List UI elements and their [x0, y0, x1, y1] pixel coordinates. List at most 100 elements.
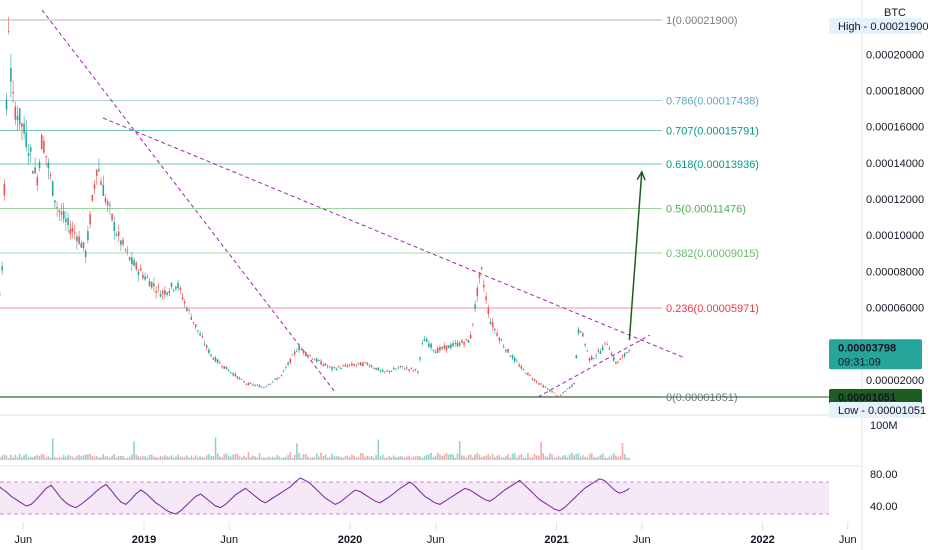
- volume-bar: [430, 452, 432, 460]
- candle-body: [425, 339, 428, 342]
- volume-bar: [399, 456, 402, 460]
- volume-bar: [529, 457, 531, 460]
- candle-body: [331, 367, 333, 370]
- candle-body: [98, 169, 100, 172]
- volume-bar: [441, 456, 443, 460]
- volume-bar: [364, 456, 366, 460]
- volume-bar: [500, 457, 503, 460]
- volume-bar: [304, 453, 307, 460]
- volume-bar: [392, 455, 395, 460]
- volume-bar: [67, 455, 69, 460]
- volume-bar: [91, 455, 94, 460]
- volume-bar: [582, 455, 584, 460]
- volume-bar: [535, 455, 538, 460]
- volume-bar: [518, 455, 520, 460]
- candle-body: [487, 308, 490, 314]
- candle-body: [549, 389, 551, 392]
- volume-bar: [219, 456, 221, 460]
- candle-body: [45, 155, 47, 158]
- candle-body: [285, 367, 287, 368]
- volume-bar: [560, 457, 562, 460]
- candle-body: [623, 353, 626, 357]
- candle-body: [626, 352, 628, 353]
- volume-bar: [540, 441, 542, 460]
- volume-bar: [73, 457, 76, 460]
- volume-bar: [157, 457, 160, 460]
- date-tick: Jun: [427, 534, 445, 546]
- candle-body: [445, 345, 448, 351]
- volume-bar: [76, 455, 78, 460]
- volume-bar: [210, 456, 212, 460]
- candle-body: [298, 346, 300, 351]
- volume-bar: [445, 452, 448, 460]
- candle-body: [474, 304, 476, 310]
- volume-bar: [359, 453, 362, 460]
- candle-body: [293, 351, 296, 355]
- fib-label: 0.618(0.00013936): [666, 159, 759, 171]
- volume-bar: [362, 453, 364, 460]
- candle-body: [604, 342, 606, 344]
- volume-bar: [516, 457, 518, 460]
- candle-body: [494, 329, 496, 330]
- candle-body: [49, 174, 52, 177]
- volume-bar: [137, 456, 140, 460]
- candle-body: [456, 342, 459, 347]
- volume-bar: [170, 455, 173, 460]
- fib-label: 0.382(0.00009015): [666, 248, 759, 260]
- candle-body: [177, 282, 179, 288]
- candle-body: [133, 260, 135, 266]
- candle-body: [238, 377, 241, 379]
- volume-bar: [27, 457, 30, 460]
- candle-body: [269, 383, 272, 385]
- candle-body: [93, 184, 96, 189]
- volume-bar: [421, 457, 424, 460]
- candle-body: [216, 359, 219, 363]
- candle-body: [351, 363, 353, 366]
- candle-body: [362, 362, 364, 366]
- candle-body: [628, 350, 630, 352]
- candle-body: [491, 322, 494, 328]
- candle-body: [518, 364, 520, 367]
- candle-body: [511, 355, 514, 359]
- candle-body: [412, 369, 415, 371]
- volume-bar: [252, 455, 254, 460]
- volume-bar: [93, 456, 96, 460]
- volume-bar: [56, 457, 58, 460]
- volume-bar: [483, 456, 485, 460]
- candle-body: [432, 349, 435, 351]
- volume-bar: [106, 456, 109, 460]
- volume-bar: [188, 457, 190, 460]
- candle-body: [100, 181, 102, 185]
- date-tick: Jun: [633, 534, 651, 546]
- volume-bar: [109, 457, 111, 460]
- volume-bar: [256, 457, 259, 460]
- fib-label: 1(0.00021900): [666, 15, 738, 27]
- volume-bar: [115, 457, 118, 460]
- volume-bar: [21, 457, 23, 460]
- volume-bar: [386, 457, 388, 460]
- candle-body: [575, 355, 578, 358]
- candle-body: [344, 364, 347, 367]
- volume-bar: [111, 455, 113, 460]
- volume-bar: [593, 457, 595, 460]
- candle-body: [467, 339, 470, 343]
- candle-body: [289, 358, 292, 363]
- candle-body: [364, 361, 366, 363]
- volume-bar: [133, 441, 135, 460]
- candle-body: [324, 363, 327, 366]
- volume-bar: [324, 454, 327, 460]
- volume-bar: [456, 453, 459, 460]
- candle-body: [584, 344, 586, 346]
- candle-body: [533, 379, 536, 381]
- candle-body: [313, 359, 316, 361]
- fib-label: 0.707(0.00015791): [666, 125, 759, 137]
- volume-bar: [524, 457, 527, 460]
- volume-bar: [584, 456, 586, 460]
- price-axis: BTC 0.00020000 0.00018000 0.00016000 0.0001…: [866, 7, 924, 387]
- candle-body: [403, 368, 406, 370]
- candle-body: [78, 236, 80, 244]
- candle-body: [447, 345, 450, 349]
- volume-bar: [557, 455, 560, 460]
- volume-bar: [410, 457, 413, 460]
